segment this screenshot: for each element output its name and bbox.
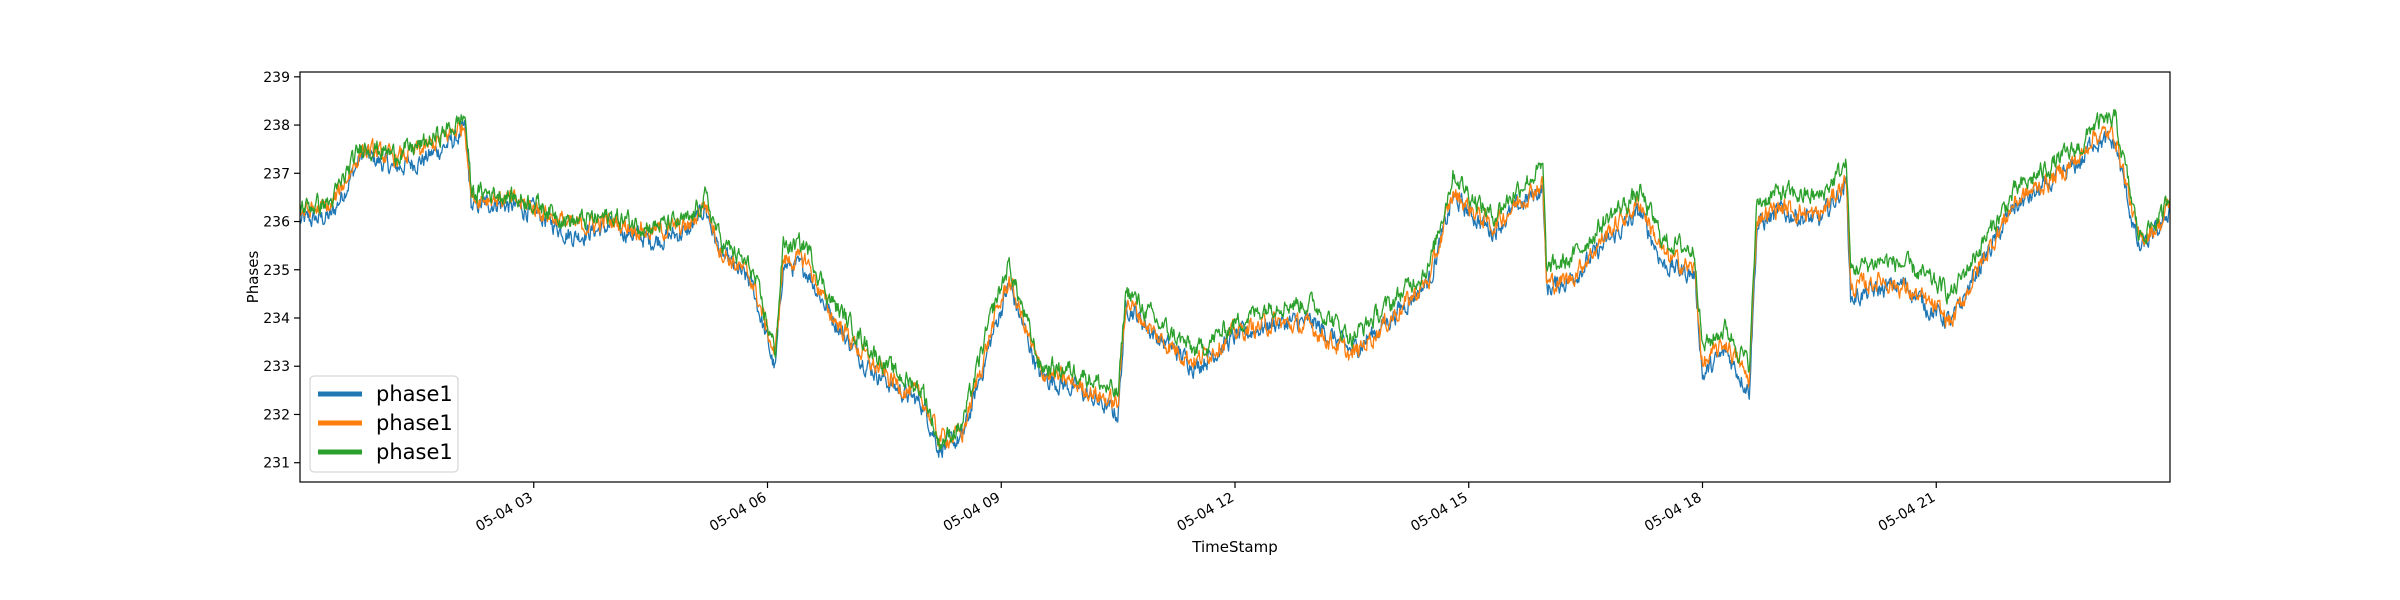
y-tick-label: 238 <box>263 118 290 134</box>
y-tick-label: 237 <box>263 166 290 182</box>
series-layer <box>299 108 2171 458</box>
legend-label: phase1 <box>376 411 453 435</box>
y-axis-label: Phases <box>244 251 262 304</box>
y-tick-label: 239 <box>263 70 290 86</box>
legend-label: phase1 <box>376 382 453 406</box>
x-axis-label: TimeStamp <box>1191 538 1277 556</box>
y-tick-label: 236 <box>263 215 290 231</box>
y-tick-label: 234 <box>263 311 290 327</box>
series-line-3 <box>299 108 2171 451</box>
y-tick-label: 235 <box>263 263 290 279</box>
legend: phase1 phase1 phase1 <box>309 375 459 473</box>
series-line-2 <box>299 121 2171 449</box>
y-tick-label: 232 <box>263 407 290 423</box>
legend-label: phase1 <box>376 440 453 464</box>
legend-box <box>309 375 459 473</box>
y-axis: 231 232 233 234 235 236 237 238 239 <box>263 70 300 472</box>
y-tick-label: 231 <box>263 456 290 472</box>
y-tick-label: 233 <box>263 359 290 375</box>
